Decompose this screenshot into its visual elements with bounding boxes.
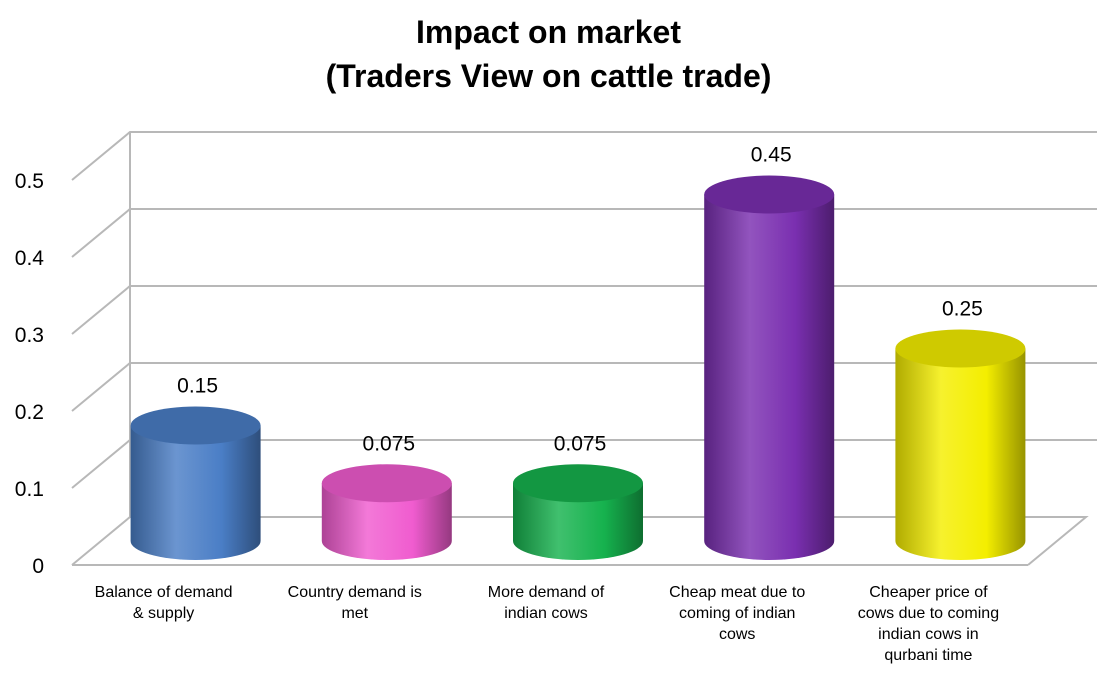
bar-top — [704, 175, 835, 214]
data-label: 0.15 — [177, 375, 218, 398]
bar — [895, 329, 1026, 560]
y-tick-label: 0.4 — [15, 247, 45, 270]
y-tick-label: 0 — [32, 555, 44, 578]
gridline — [71, 131, 1097, 181]
y-tick-label: 0.1 — [15, 478, 44, 501]
x-tick-labels: Balance of demand & supply Country demand … — [95, 584, 999, 664]
data-label: 0.075 — [363, 432, 416, 455]
chart-title-line-2: (Traders View on cattle trade) — [325, 58, 772, 94]
x-tick-label: Cheaper price of cows due to coming indian… — [858, 584, 999, 664]
bar-body — [704, 194, 835, 560]
chart-title-line-1: Impact on market — [416, 14, 681, 50]
bar-top — [130, 406, 261, 445]
x-tick-label: More demand of indian cows — [488, 584, 605, 622]
bar-body — [513, 483, 643, 560]
x-tick-label: Country demand is met — [288, 584, 422, 622]
bar — [130, 406, 261, 560]
bar-body — [130, 425, 261, 560]
data-labels: 0.15 0.075 0.075 0.45 0.25 — [177, 144, 983, 456]
bar — [513, 464, 643, 560]
bar-top — [895, 329, 1026, 368]
bar-top — [321, 464, 452, 503]
y-tick-label: 0.5 — [15, 170, 44, 193]
data-label: 0.25 — [942, 298, 983, 321]
bar-body — [895, 348, 1026, 560]
y-tick-label: 0.2 — [15, 401, 44, 424]
data-label: 0.075 — [554, 432, 607, 455]
y-tick-label: 0.3 — [15, 324, 44, 347]
bar-top — [513, 464, 643, 503]
data-label: 0.45 — [751, 144, 792, 167]
bar-body — [321, 483, 452, 560]
bar — [704, 175, 835, 560]
gridline — [71, 208, 1097, 258]
bar — [321, 464, 452, 560]
x-tick-label: Balance of demand & supply — [95, 584, 233, 622]
y-tick-labels: 0 0.1 0.2 0.3 0.4 0.5 — [15, 170, 45, 578]
x-tick-label: Cheap meat due to coming of indian cows — [669, 584, 805, 643]
bars — [130, 175, 1026, 560]
